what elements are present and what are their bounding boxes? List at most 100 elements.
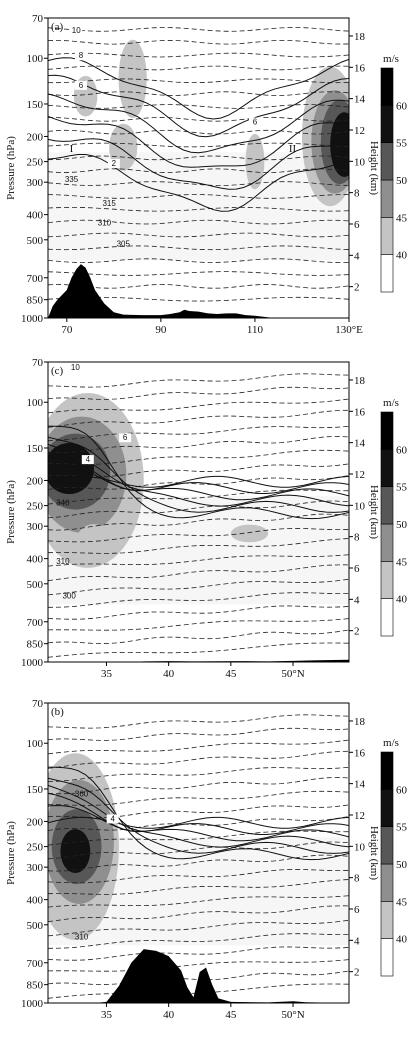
y-tick-label: 300 xyxy=(27,177,44,189)
height-tick-label: 14 xyxy=(354,779,366,791)
theta-contour xyxy=(48,895,349,908)
theta-label: 360 xyxy=(75,789,89,798)
theta-contour xyxy=(48,830,349,846)
pv-contour xyxy=(48,436,349,513)
pv-contour xyxy=(48,425,349,520)
theta-contour xyxy=(48,116,349,122)
x-tick-label: 50°N xyxy=(281,1009,304,1021)
y-tick-label: 200 xyxy=(27,131,44,143)
theta-contour xyxy=(48,513,349,531)
theta-contour xyxy=(48,142,349,148)
theta-contour xyxy=(48,207,349,212)
y-tick-label: 500 xyxy=(27,579,44,591)
pv-label: 8 xyxy=(79,51,84,60)
theta-label: 335 xyxy=(65,175,79,184)
theta-label: 340 xyxy=(56,499,70,508)
y-tick-label: 1000 xyxy=(21,313,44,325)
colorbar-label: 50 xyxy=(396,859,408,871)
height-tick-label: 16 xyxy=(354,406,366,418)
theta-contour xyxy=(48,168,349,174)
colorbar-label: 60 xyxy=(396,784,408,796)
y-tick-label: 700 xyxy=(27,958,44,970)
height-tick-label: 4 xyxy=(354,935,360,947)
theta-contour xyxy=(48,816,349,831)
pv-contour xyxy=(48,777,349,854)
y-tick-label: 300 xyxy=(27,521,44,533)
pv-contour xyxy=(48,154,349,212)
theta-contour xyxy=(48,538,349,554)
colorbar-box xyxy=(380,142,394,181)
pv-label: 6 xyxy=(253,118,258,127)
plot-area: 360 310 4 xyxy=(48,703,349,1003)
height-tick-label: 14 xyxy=(354,94,366,106)
height-tick-label: 2 xyxy=(354,282,360,294)
y-tick-label: 70 xyxy=(32,357,44,369)
height-tick-label: 16 xyxy=(354,747,366,759)
shade-base xyxy=(48,152,349,261)
theta-contour xyxy=(48,868,349,884)
theta-contour xyxy=(48,879,349,895)
height-tick-label: 16 xyxy=(354,62,366,74)
y-tick-label: 100 xyxy=(27,53,44,65)
plot-area: 340 310 300 10 6 4 xyxy=(48,362,349,662)
theta-label: 315 xyxy=(102,199,116,208)
height-tick-label: 12 xyxy=(354,810,365,822)
pv-label-bg xyxy=(70,26,83,36)
theta-contour xyxy=(48,714,349,729)
theta-contour xyxy=(48,373,349,388)
theta-contour xyxy=(48,258,349,263)
height-tick-label: 10 xyxy=(354,500,366,512)
colorbar-label: 55 xyxy=(396,482,408,494)
theta-contour xyxy=(48,970,349,986)
theta-contour xyxy=(48,790,349,806)
theta-contour xyxy=(48,905,349,923)
pv-contour xyxy=(48,443,349,507)
theta-contour xyxy=(48,564,349,582)
x-tick-label: 35 xyxy=(101,1009,113,1021)
panel-label: (c) xyxy=(51,365,64,377)
theta-contour xyxy=(48,284,349,289)
colorbar-box xyxy=(380,561,394,599)
theta-contour xyxy=(48,78,349,84)
colorbar-box xyxy=(380,411,394,450)
y-tick-label: 250 xyxy=(27,842,44,854)
x-tick-label: 70 xyxy=(61,324,73,336)
y-axis-title: Pressure (hPa) xyxy=(5,480,17,544)
pv-contour xyxy=(48,766,349,861)
height-tick-label: 2 xyxy=(354,967,360,979)
theta-contour xyxy=(48,500,349,519)
shade-region-45 xyxy=(75,524,113,564)
theta-contour xyxy=(48,854,349,872)
shade-region-45 xyxy=(109,123,138,171)
theta-contour xyxy=(48,425,349,442)
theta-contour xyxy=(48,959,349,972)
pv-label: 2 xyxy=(112,159,117,168)
theta-contour xyxy=(48,841,349,860)
y-tick-label: 400 xyxy=(27,895,44,907)
theta-contour xyxy=(48,409,349,428)
colorbar-unit: m/s xyxy=(383,53,399,65)
y-tick-label: 250 xyxy=(27,501,44,513)
colorbar-box xyxy=(380,523,394,562)
pv-label: 6 xyxy=(123,433,128,442)
theta-contour xyxy=(48,155,349,161)
height-tick-label: 4 xyxy=(354,594,360,606)
theta-contour xyxy=(48,933,349,949)
pv-label: 10 xyxy=(72,26,81,35)
height-tick-label: 4 xyxy=(354,250,360,262)
colorbar-unit: m/s xyxy=(383,737,399,749)
height-tick-label: 2 xyxy=(354,626,360,638)
theta-label: 300 xyxy=(62,592,76,601)
theta-contour xyxy=(48,386,349,400)
theta-contour xyxy=(48,398,349,414)
x-tick-label: 40 xyxy=(163,668,175,680)
x-tick-label: 45 xyxy=(225,1009,237,1021)
pv-contour xyxy=(48,93,349,154)
height-tick-label: 6 xyxy=(354,219,360,231)
colorbar-label: 55 xyxy=(396,822,408,834)
height-tick-label: 6 xyxy=(354,563,360,575)
y-tick-label: 850 xyxy=(27,980,44,992)
height-tick-label: 8 xyxy=(354,188,360,200)
jet-annotation: II xyxy=(289,143,297,155)
